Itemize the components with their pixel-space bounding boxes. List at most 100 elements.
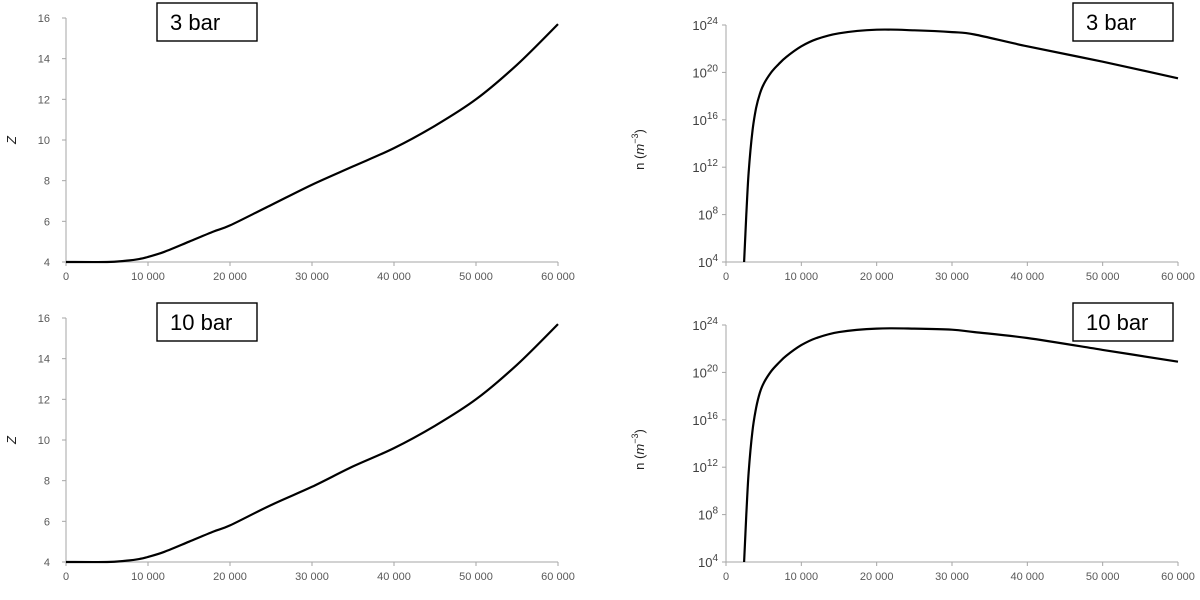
y-tick-label: 1024 — [692, 316, 718, 333]
x-tick-label: 40 000 — [377, 571, 411, 583]
y-tick-base: 10 — [692, 460, 706, 475]
y-tick-label: 12 — [38, 94, 50, 106]
x-tick-label: 20 000 — [860, 271, 894, 283]
y-tick-base: 10 — [692, 18, 706, 33]
pressure-label: 3 bar — [1086, 10, 1136, 35]
y-tick-exponent: 8 — [712, 506, 718, 517]
y-tick-exponent: 12 — [707, 458, 719, 469]
y-axis-label: Z — [4, 435, 19, 445]
x-tick-label: 20 000 — [213, 271, 247, 283]
y-axis-label-exp: −3 — [630, 134, 640, 144]
y-tick-base: 10 — [698, 208, 712, 223]
pressure-badge — [1072, 302, 1174, 342]
y-tick-exponent: 4 — [712, 253, 718, 264]
y-tick-base: 10 — [692, 160, 706, 175]
x-tick-label: 60 000 — [1161, 271, 1195, 283]
y-tick-label: 1012 — [692, 158, 718, 175]
y-axis-label-var: m — [632, 444, 647, 455]
x-tick-label: 0 — [723, 571, 729, 583]
x-tick-label: 30 000 — [295, 271, 329, 283]
y-tick-exponent: 16 — [707, 411, 719, 422]
x-tick-label: 20 000 — [860, 571, 894, 583]
x-tick-label: 30 000 — [935, 571, 969, 583]
series-line — [65, 23, 559, 264]
y-tick-label: 104 — [698, 253, 718, 270]
y-axis-label-var: m — [632, 144, 647, 155]
y-tick-label: 10 — [38, 135, 50, 147]
y-tick-label: 8 — [44, 176, 50, 188]
x-tick-label: 10 000 — [785, 571, 819, 583]
x-tick-label: 30 000 — [935, 271, 969, 283]
series-line — [743, 327, 1179, 563]
y-tick-label: 108 — [698, 206, 718, 223]
x-tick-label: 0 — [723, 271, 729, 283]
x-tick-label: 10 000 — [131, 271, 165, 283]
y-axis-label-close: ) — [632, 429, 647, 433]
y-tick-label: 16 — [38, 313, 50, 325]
x-tick-label: 60 000 — [1161, 571, 1195, 583]
x-tick-label: 30 000 — [295, 571, 329, 583]
y-tick-label: 4 — [44, 257, 50, 269]
x-tick-label: 0 — [63, 571, 69, 583]
y-tick-exponent: 12 — [707, 158, 719, 169]
chart-z-3bar: 0 10 000 20 000 30 000 40 000 50 000 60 000 4 6 8… — [4, 2, 575, 283]
y-axis-label: n (m−3) — [630, 429, 647, 470]
pressure-label: 3 bar — [170, 10, 220, 35]
y-tick-label: 12 — [38, 394, 50, 406]
y-tick-label: 1016 — [692, 111, 718, 128]
pressure-badge — [156, 2, 258, 42]
y-tick-label: 6 — [44, 216, 50, 228]
y-tick-label: 14 — [38, 54, 50, 66]
x-tick-label: 40 000 — [1011, 571, 1045, 583]
y-tick-label: 10 — [38, 435, 50, 447]
x-tick-label: 40 000 — [377, 271, 411, 283]
y-axis-label: n (m−3) — [630, 129, 647, 170]
x-tick-label: 40 000 — [1011, 271, 1045, 283]
x-tick-label: 50 000 — [1086, 571, 1120, 583]
x-tick-label: 20 000 — [213, 571, 247, 583]
y-axis-label-close: ) — [632, 129, 647, 133]
series-line — [743, 28, 1179, 263]
y-tick-exponent: 4 — [712, 553, 718, 564]
x-tick-label: 0 — [63, 271, 69, 283]
y-tick-exponent: 24 — [707, 16, 719, 27]
pressure-badge — [156, 302, 258, 342]
x-tick-label: 50 000 — [459, 571, 493, 583]
y-tick-label: 108 — [698, 506, 718, 523]
y-tick-label: 104 — [698, 553, 718, 570]
y-axis-label-main: n ( — [632, 454, 647, 470]
y-tick-base: 10 — [698, 255, 712, 270]
y-tick-base: 10 — [692, 65, 706, 80]
y-tick-exponent: 20 — [707, 363, 719, 374]
y-tick-base: 10 — [692, 413, 706, 428]
y-tick-label: 1020 — [692, 363, 718, 380]
pressure-label: 10 bar — [170, 310, 232, 335]
y-tick-label: 14 — [38, 354, 50, 366]
x-tick-label: 10 000 — [131, 571, 165, 583]
y-tick-base: 10 — [692, 113, 706, 128]
y-tick-exponent: 16 — [707, 111, 719, 122]
x-tick-label: 10 000 — [785, 271, 819, 283]
series-line — [65, 323, 559, 564]
y-tick-exponent: 8 — [712, 206, 718, 217]
chart-z-10bar: 0 10 000 20 000 30 000 40 000 50 000 60 000 4 6 8… — [4, 302, 575, 583]
y-tick-base: 10 — [692, 318, 706, 333]
y-axis-label: Z — [4, 135, 19, 145]
x-tick-label: 60 000 — [541, 271, 575, 283]
y-axis-label-exp: −3 — [630, 434, 640, 444]
y-tick-base: 10 — [698, 555, 712, 570]
y-tick-label: 1016 — [692, 411, 718, 428]
pressure-label: 10 bar — [1086, 310, 1148, 335]
y-tick-label: 1012 — [692, 458, 718, 475]
x-tick-label: 60 000 — [541, 571, 575, 583]
x-tick-label: 50 000 — [459, 271, 493, 283]
y-tick-label: 6 — [44, 516, 50, 528]
chart-n-3bar: 0 10 000 20 000 30 000 40 000 50 000 60 000104… — [630, 2, 1195, 283]
y-tick-label: 4 — [44, 557, 50, 569]
y-tick-label: 1024 — [692, 16, 718, 33]
x-tick-label: 50 000 — [1086, 271, 1120, 283]
y-tick-label: 1020 — [692, 63, 718, 80]
pressure-badge — [1072, 2, 1174, 42]
chart-n-10bar: 0 10 000 20 000 30 000 40 000 50 000 60 000104… — [630, 302, 1195, 583]
y-tick-label: 8 — [44, 476, 50, 488]
